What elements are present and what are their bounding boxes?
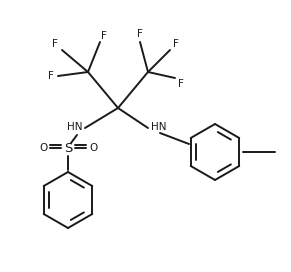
Text: S: S <box>64 141 72 154</box>
Text: F: F <box>101 31 107 41</box>
Text: F: F <box>137 29 143 39</box>
Text: F: F <box>52 39 58 49</box>
Text: O: O <box>39 143 47 153</box>
Text: F: F <box>178 79 184 89</box>
Text: F: F <box>173 39 179 49</box>
Text: HN: HN <box>151 122 166 132</box>
Text: F: F <box>48 71 54 81</box>
Text: O: O <box>89 143 97 153</box>
Text: HN: HN <box>68 122 83 132</box>
